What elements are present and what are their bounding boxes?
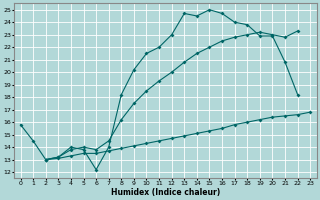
X-axis label: Humidex (Indice chaleur): Humidex (Indice chaleur) bbox=[111, 188, 220, 197]
